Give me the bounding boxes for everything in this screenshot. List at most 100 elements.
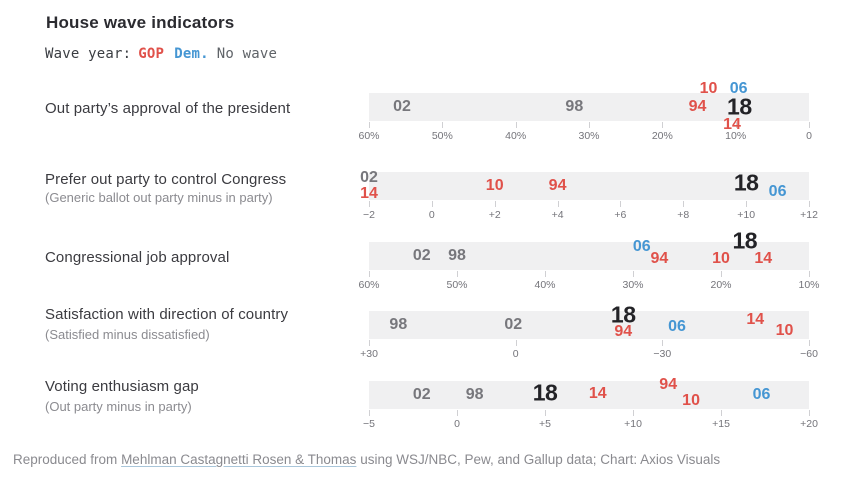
year-label-14: 14	[754, 250, 773, 267]
year-label-98: 98	[565, 98, 584, 115]
year-label-02: 02	[393, 98, 411, 115]
indicator-title: Prefer out party to control Congress	[45, 171, 287, 188]
source-note: Reproduced from Mehlman Castagnetti Rose…	[13, 452, 720, 467]
year-label-94: 94	[659, 376, 678, 393]
axis-tick	[683, 201, 685, 207]
axis-tick	[545, 410, 546, 416]
axis-tick-label: 0	[428, 209, 435, 221]
axis-tick-label: +10	[737, 209, 756, 221]
year-label-18: 18	[733, 169, 759, 196]
year-label-14: 14	[588, 385, 607, 402]
axis-tick	[809, 271, 810, 277]
indicator-subtitle: (Generic ballot out party minus in party…	[45, 190, 273, 205]
legend: Wave year: GOP Dem. No wave	[45, 46, 277, 62]
axis-tick	[515, 340, 517, 346]
year-label-02: 02	[360, 169, 378, 186]
axis-tick-label: +15	[712, 418, 730, 430]
axis-tick-label: 60%	[358, 130, 380, 142]
band	[369, 93, 809, 121]
year-label-18: 18	[532, 379, 558, 406]
year-label-02: 02	[412, 247, 431, 264]
axis-tick	[809, 122, 810, 128]
axis-tick-label: 10%	[798, 279, 820, 291]
year-label-18: 18	[727, 93, 752, 120]
axis-tick	[721, 271, 722, 277]
year-label-98: 98	[465, 386, 484, 403]
year-label-06: 06	[668, 318, 686, 335]
axis-tick-label: 60%	[358, 279, 380, 291]
axis-tick-label: +20	[800, 418, 818, 430]
indicator-subtitle: (Satisfied minus dissatisfied)	[45, 327, 210, 342]
axis-tick-label: 20%	[651, 130, 673, 142]
axis-tick-label: 0	[806, 130, 812, 142]
indicator-title: Out party’s approval of the president	[45, 100, 291, 117]
year-label-18: 18	[610, 301, 636, 328]
year-label-14: 14	[723, 116, 741, 133]
axis-tick-label: −2	[363, 209, 375, 221]
year-label-10: 10	[485, 177, 504, 194]
axis-tick	[809, 201, 810, 207]
axis-tick-label: 30%	[622, 279, 644, 291]
axis-tick	[369, 271, 370, 277]
year-label-94: 94	[650, 250, 669, 267]
source-note-suffix: using WSJ/NBC, Pew, and Gallup data; Cha…	[356, 452, 721, 467]
axis-tick	[457, 410, 458, 416]
band	[369, 311, 809, 339]
indicator-title: Voting enthusiasm gap	[45, 378, 199, 395]
year-label-10: 10	[699, 80, 718, 97]
axis-tick-label: +10	[624, 418, 642, 430]
axis-tick	[662, 340, 664, 346]
axis-tick	[557, 201, 559, 207]
axis-tick-label: 50%	[446, 279, 468, 291]
year-label-02: 02	[412, 386, 431, 403]
axis-tick-label: −60	[800, 348, 818, 360]
indicator-title: Satisfaction with direction of country	[45, 306, 289, 323]
axis-tick	[457, 271, 458, 277]
axis-tick	[369, 201, 370, 207]
axis-tick-label: 0	[512, 348, 519, 360]
axis-tick-label: 40%	[534, 279, 556, 291]
year-label-02: 02	[504, 316, 523, 333]
axis-tick	[620, 201, 622, 207]
axis-tick	[369, 122, 370, 128]
legend-prefix: Wave year:	[45, 46, 132, 62]
year-label-14: 14	[360, 185, 378, 202]
axis-tick-label: +12	[800, 209, 818, 221]
axis-tick-label: +30	[360, 348, 378, 360]
band	[369, 381, 809, 409]
page-title: House wave indicators	[46, 13, 235, 32]
axis-tick-label: +4	[551, 209, 564, 221]
band	[369, 172, 809, 200]
year-label-94: 94	[548, 177, 567, 194]
axis-tick-label: +5	[539, 418, 551, 430]
year-label-94: 94	[614, 323, 633, 340]
legend-item-no-wave: No wave	[216, 46, 278, 62]
indicator-title: Congressional job approval	[45, 249, 230, 266]
axis-tick	[633, 271, 634, 277]
year-label-98: 98	[448, 247, 466, 264]
axis-tick	[494, 201, 496, 207]
axis-tick-label: +8	[677, 209, 690, 221]
year-label-06: 06	[632, 238, 651, 255]
axis-tick	[746, 201, 748, 207]
year-label-10: 10	[775, 322, 794, 339]
axis-tick-label: 10%	[725, 130, 747, 142]
year-label-06: 06	[752, 386, 771, 403]
axis-tick	[809, 410, 810, 416]
axis-tick	[515, 122, 517, 128]
axis-tick	[442, 122, 444, 128]
axis-tick-label: +2	[488, 209, 501, 221]
year-label-94: 94	[688, 98, 707, 115]
axis-tick	[589, 122, 590, 128]
year-label-18: 18	[732, 227, 758, 254]
axis-tick	[735, 122, 737, 128]
axis-tick-label: 30%	[578, 130, 600, 142]
year-label-98: 98	[389, 316, 408, 333]
band	[369, 242, 809, 270]
axis-tick	[809, 340, 810, 346]
axis-tick-label: 50%	[431, 130, 453, 142]
axis-tick	[369, 410, 370, 416]
source-link[interactable]: Mehlman Castagnetti Rosen & Thomas	[121, 452, 357, 467]
axis-tick	[545, 271, 546, 277]
